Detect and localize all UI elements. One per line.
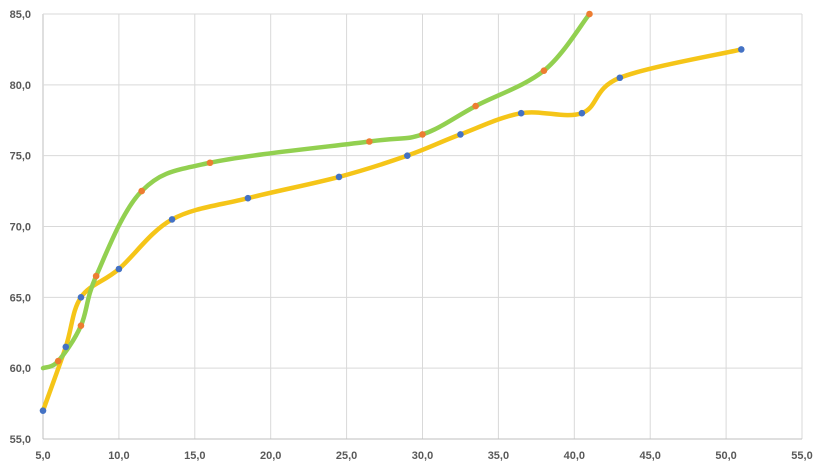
data-point <box>404 152 411 159</box>
y-tick-label: 55,0 <box>10 434 31 446</box>
x-tick-label: 10,0 <box>108 450 129 462</box>
data-point <box>366 138 373 145</box>
y-tick-label: 70,0 <box>10 222 31 234</box>
data-point <box>586 10 593 18</box>
data-point <box>540 67 548 74</box>
x-tick-label: 15,0 <box>184 450 205 462</box>
data-point <box>77 294 85 301</box>
x-tick-label: 30,0 <box>412 450 433 462</box>
x-tick-label: 40,0 <box>564 450 585 462</box>
series-layer <box>39 10 745 414</box>
data-point <box>77 322 85 329</box>
x-tick-label: 45,0 <box>639 450 660 462</box>
data-point <box>138 187 145 195</box>
series-line-1 <box>40 11 592 371</box>
x-tick-label: 50,0 <box>715 450 736 462</box>
data-point <box>168 216 176 223</box>
data-point <box>115 265 123 273</box>
data-point <box>472 102 479 110</box>
data-point <box>92 272 100 280</box>
data-point <box>39 407 47 414</box>
grid <box>42 13 803 440</box>
y-tick-label: 80,0 <box>10 80 31 92</box>
y-tick-label: 85,0 <box>10 9 31 21</box>
series-line-2 <box>40 47 744 413</box>
y-tick-label: 65,0 <box>10 292 31 304</box>
data-point <box>457 131 464 138</box>
data-point <box>206 159 214 167</box>
x-tick-label: 5,0 <box>35 450 50 462</box>
data-point <box>335 173 343 181</box>
data-point <box>517 109 525 117</box>
data-point <box>54 357 62 365</box>
x-tick-label: 35,0 <box>488 450 509 462</box>
y-axis-ticks: 55,0 60,0 65,0 70,0 75,0 80,0 85,0 <box>10 9 31 446</box>
y-tick-label: 60,0 <box>10 363 31 375</box>
x-tick-label: 20,0 <box>260 450 281 462</box>
x-axis-ticks: 5,0 10,0 15,0 20,0 25,0 30,0 35,0 40,0 45,0 50,0 5… <box>35 450 812 462</box>
data-point <box>62 343 70 351</box>
data-point <box>244 194 252 202</box>
data-point <box>616 74 624 82</box>
x-tick-label: 55,0 <box>791 450 812 462</box>
y-tick-label: 75,0 <box>10 151 31 163</box>
data-point <box>419 131 426 138</box>
data-point <box>737 46 745 53</box>
data-point <box>578 109 586 117</box>
x-tick-label: 25,0 <box>336 450 357 462</box>
